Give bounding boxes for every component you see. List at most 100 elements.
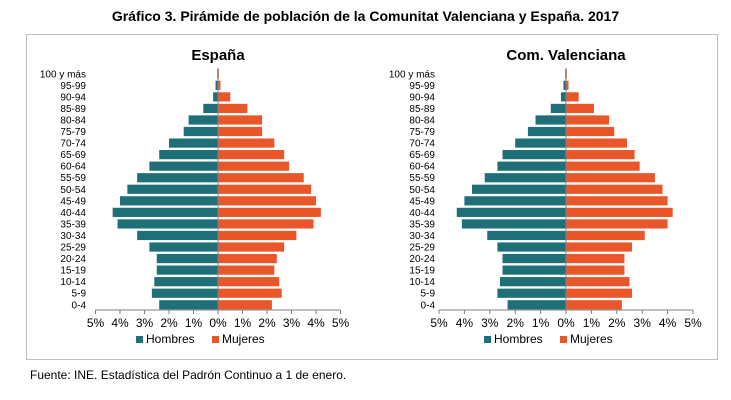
bar-hombres <box>502 253 566 264</box>
bar-mujeres <box>566 196 668 206</box>
x-tick-label: 4% <box>307 316 325 330</box>
category-label: 100 y más <box>389 69 435 80</box>
category-label: 85-89 <box>409 104 435 115</box>
bar-mujeres <box>218 219 314 229</box>
bar-hombres <box>156 265 218 275</box>
legend-swatch-hombres <box>484 336 491 343</box>
bar-mujeres <box>218 150 285 160</box>
bar-mujeres <box>566 242 633 252</box>
bar-hombres <box>120 196 218 206</box>
category-label: 90-94 <box>60 92 86 103</box>
source-note: Fuente: INE. Estadística del Padrón Cont… <box>30 368 347 382</box>
bar-hombres <box>461 219 566 229</box>
legend-label-mujeres: Mujeres <box>222 332 265 346</box>
bar-hombres <box>484 173 566 183</box>
bar-mujeres <box>566 265 625 275</box>
bar-mujeres <box>566 207 673 217</box>
bar-mujeres <box>218 80 221 90</box>
bar-hombres <box>472 184 566 194</box>
bar-mujeres <box>566 173 655 183</box>
bar-hombres <box>527 126 566 137</box>
x-tick-label: 4% <box>111 316 129 330</box>
category-label: 5-9 <box>421 289 436 300</box>
x-tick-label: 0% <box>209 316 227 330</box>
bar-mujeres <box>218 288 282 298</box>
bar-hombres <box>497 161 566 171</box>
category-label: 0-4 <box>421 300 436 311</box>
bar-hombres <box>203 103 218 114</box>
category-label: 85-89 <box>60 104 86 115</box>
bar-hombres <box>487 230 566 241</box>
category-label: 80-84 <box>409 115 435 126</box>
bar-hombres <box>188 115 218 125</box>
legend-label-hombres: Hombres <box>146 332 195 346</box>
bar-mujeres <box>566 219 668 229</box>
bar-mujeres <box>218 138 275 148</box>
bar-hombres <box>137 230 218 241</box>
bar-hombres <box>183 126 218 137</box>
category-label: 75-79 <box>60 127 86 138</box>
bar-hombres <box>560 92 566 102</box>
x-tick-label: 1% <box>185 316 203 330</box>
category-label: 70-74 <box>409 139 435 150</box>
bar-hombres <box>507 300 566 310</box>
bar-hombres <box>156 253 218 264</box>
category-label: 15-19 <box>60 266 86 277</box>
bar-mujeres <box>218 173 304 183</box>
category-label: 45-49 <box>60 196 86 207</box>
bar-hombres <box>159 300 218 310</box>
bar-hombres <box>535 115 566 125</box>
category-label: 40-44 <box>60 208 86 219</box>
category-label: 40-44 <box>409 208 435 219</box>
category-label: 50-54 <box>60 185 86 196</box>
bar-mujeres <box>566 150 635 160</box>
x-tick-label: 2% <box>507 316 525 330</box>
x-tick-label: 2% <box>160 316 178 330</box>
bar-hombres <box>499 277 566 287</box>
bar-hombres <box>127 184 218 194</box>
bar-hombres <box>169 138 218 148</box>
bar-mujeres <box>566 115 610 125</box>
x-tick-label: 3% <box>283 316 301 330</box>
category-label: 10-14 <box>60 277 86 288</box>
bar-mujeres <box>566 126 615 137</box>
category-label: 15-19 <box>409 266 435 277</box>
page-title: Gráfico 3. Pirámide de población de la C… <box>111 8 620 24</box>
bar-mujeres <box>218 184 312 194</box>
bar-hombres <box>215 80 218 90</box>
bar-hombres <box>563 80 566 90</box>
bar-mujeres <box>218 230 297 241</box>
category-label: 45-49 <box>409 196 435 207</box>
bar-mujeres <box>218 253 277 264</box>
legend-swatch-mujeres <box>560 336 567 343</box>
bar-mujeres <box>566 253 625 264</box>
bar-hombres <box>550 103 566 114</box>
bar-hombres <box>117 219 218 229</box>
bar-hombres <box>502 265 566 275</box>
bar-mujeres <box>566 184 663 194</box>
x-tick-label: 4% <box>659 316 677 330</box>
category-label: 55-59 <box>409 173 435 184</box>
category-label: 65-69 <box>409 150 435 161</box>
x-tick-label: 5% <box>332 316 350 330</box>
bar-hombres <box>515 138 566 148</box>
bar-hombres <box>112 207 218 217</box>
category-label: 80-84 <box>60 115 86 126</box>
category-label: 50-54 <box>409 185 435 196</box>
chart-title-1: Com. Valenciana <box>506 47 626 64</box>
legend-swatch-mujeres <box>212 336 219 343</box>
legend-label-mujeres: Mujeres <box>570 332 613 346</box>
category-label: 95-99 <box>60 81 86 92</box>
category-label: 10-14 <box>409 277 435 288</box>
x-tick-label: 3% <box>136 316 154 330</box>
category-label: 5-9 <box>72 289 87 300</box>
bar-hombres <box>497 242 566 252</box>
category-label: 35-39 <box>409 219 435 230</box>
bar-mujeres <box>218 115 263 125</box>
bar-hombres <box>213 92 218 102</box>
x-tick-label: 5% <box>87 316 105 330</box>
category-label: 25-29 <box>409 243 435 254</box>
bar-mujeres <box>566 161 640 171</box>
bar-mujeres <box>218 126 263 137</box>
